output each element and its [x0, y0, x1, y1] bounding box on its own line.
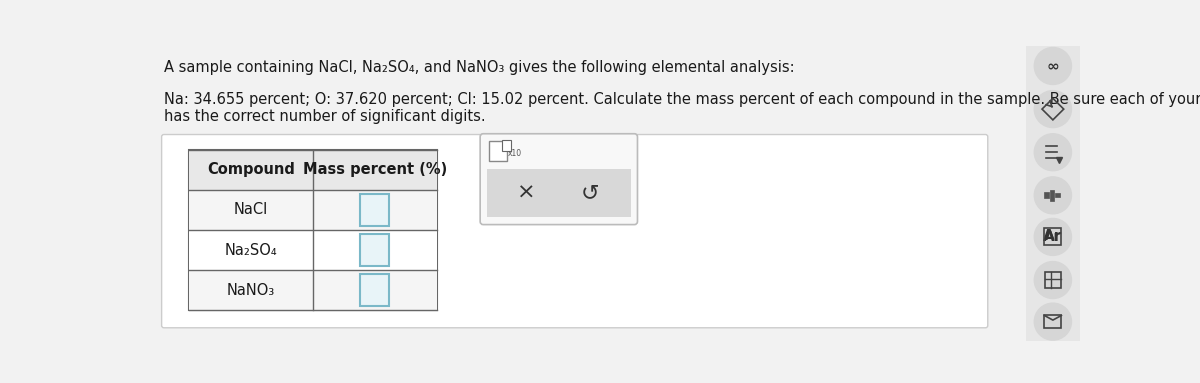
Circle shape: [1034, 47, 1072, 85]
Text: A sample containing NaCl, Na₂SO₄, and NaNO₃ gives the following elemental analys: A sample containing NaCl, Na₂SO₄, and Na…: [164, 60, 794, 75]
Text: ×: ×: [516, 183, 535, 203]
Bar: [1044, 316, 1061, 328]
Circle shape: [1034, 177, 1072, 214]
Bar: [502, 140, 511, 151]
Bar: [487, 169, 630, 217]
Bar: [188, 270, 437, 310]
Circle shape: [1034, 303, 1072, 340]
Text: x10: x10: [508, 149, 522, 159]
Circle shape: [1034, 91, 1072, 128]
Bar: [360, 194, 390, 226]
Bar: [1026, 46, 1080, 341]
FancyBboxPatch shape: [162, 134, 988, 328]
Bar: [360, 274, 390, 306]
Bar: [1055, 193, 1060, 197]
Circle shape: [1034, 218, 1072, 255]
Circle shape: [1034, 262, 1072, 298]
Bar: [188, 190, 437, 230]
Text: Na: 34.655 percent; O: 37.620 percent; Cl: 15.02 percent. Calculate the mass per: Na: 34.655 percent; O: 37.620 percent; C…: [164, 92, 1200, 107]
Bar: [188, 230, 437, 270]
Bar: [1044, 228, 1061, 246]
Bar: [1050, 190, 1055, 201]
Bar: [360, 234, 390, 266]
Text: ∞: ∞: [1046, 59, 1060, 74]
Bar: [188, 150, 437, 190]
Text: NaCl: NaCl: [234, 203, 268, 218]
Circle shape: [1034, 134, 1072, 171]
Text: Na₂SO₄: Na₂SO₄: [224, 242, 277, 257]
Text: Ar: Ar: [1043, 229, 1062, 244]
Text: Compound: Compound: [206, 162, 295, 177]
Text: NaNO₃: NaNO₃: [227, 283, 275, 298]
FancyBboxPatch shape: [480, 134, 637, 224]
Bar: [1044, 192, 1049, 198]
Bar: [1045, 272, 1061, 288]
Text: Mass percent (%): Mass percent (%): [302, 162, 446, 177]
Bar: [188, 150, 437, 310]
Text: Ar: Ar: [1045, 230, 1061, 243]
Text: has the correct number of significant digits.: has the correct number of significant di…: [164, 109, 486, 124]
Text: ↺: ↺: [581, 183, 600, 203]
Bar: [490, 141, 506, 162]
